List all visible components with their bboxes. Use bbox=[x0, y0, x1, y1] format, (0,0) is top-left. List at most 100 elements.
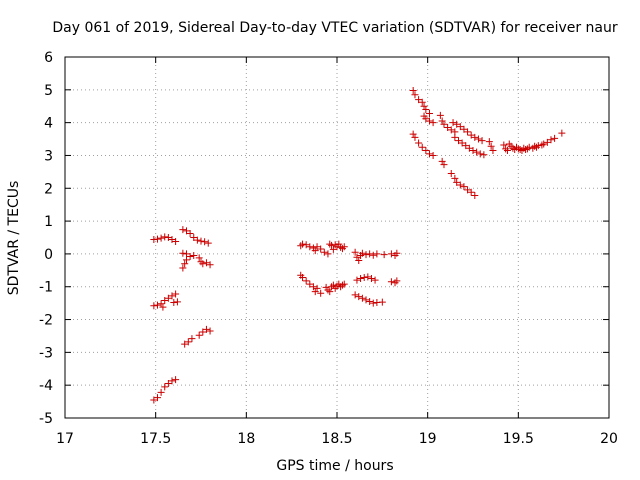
data-point bbox=[467, 131, 475, 139]
y-tick-label: -4 bbox=[39, 378, 53, 394]
data-point bbox=[159, 303, 167, 311]
data-point bbox=[471, 133, 479, 141]
data-point bbox=[444, 124, 452, 132]
data-point bbox=[420, 102, 428, 110]
data-point bbox=[153, 301, 161, 309]
data-point bbox=[525, 143, 533, 151]
plot-frame bbox=[64, 56, 610, 419]
data-point bbox=[367, 275, 375, 283]
data-point bbox=[168, 235, 176, 243]
data-point bbox=[355, 256, 363, 264]
x-tick-label: 20 bbox=[600, 431, 618, 447]
data-point bbox=[320, 248, 328, 256]
data-point bbox=[509, 144, 517, 152]
data-point bbox=[415, 139, 423, 147]
data-point bbox=[387, 278, 395, 286]
data-point bbox=[179, 249, 187, 257]
x-tick-label: 18.5 bbox=[321, 431, 352, 447]
data-point bbox=[522, 146, 530, 154]
data-point bbox=[179, 264, 187, 272]
chart-title: Day 061 of 2019, Sidereal Day-to-day VTE… bbox=[52, 20, 618, 36]
data-point bbox=[409, 130, 417, 138]
data-point bbox=[357, 275, 365, 283]
data-point bbox=[418, 143, 426, 151]
data-point bbox=[195, 254, 203, 262]
x-tick-labels: 17 17.5 18 18.5 19 19.5 20 bbox=[56, 431, 618, 447]
data-point bbox=[543, 138, 551, 146]
data-point bbox=[326, 240, 334, 248]
data-point bbox=[478, 137, 486, 145]
data-point bbox=[464, 186, 472, 194]
data-point bbox=[513, 143, 521, 151]
data-point bbox=[429, 151, 437, 159]
x-tick-label: 17.5 bbox=[140, 431, 171, 447]
data-point bbox=[326, 288, 334, 296]
data-point bbox=[480, 151, 488, 159]
data-point bbox=[409, 86, 417, 94]
data-point bbox=[411, 133, 419, 141]
x-axis-label: GPS time / hours bbox=[276, 458, 393, 474]
data-point bbox=[425, 117, 433, 125]
y-tick-label: -2 bbox=[39, 313, 53, 329]
data-point bbox=[425, 150, 433, 158]
data-point bbox=[161, 383, 169, 391]
y-tick-label: 0 bbox=[44, 247, 53, 263]
data-point bbox=[476, 150, 484, 158]
data-point bbox=[534, 142, 542, 150]
data-point bbox=[202, 325, 210, 333]
data-point bbox=[150, 396, 158, 404]
data-point bbox=[451, 133, 459, 141]
data-point bbox=[329, 245, 337, 253]
data-point bbox=[337, 283, 345, 291]
data-point bbox=[453, 120, 461, 128]
data-point bbox=[453, 178, 461, 186]
data-point bbox=[157, 300, 165, 308]
data-point bbox=[438, 157, 446, 165]
data-point bbox=[551, 134, 559, 142]
data-point bbox=[425, 109, 433, 117]
data-point bbox=[329, 281, 337, 289]
data-point bbox=[422, 106, 430, 114]
data-point bbox=[188, 335, 196, 343]
data-point bbox=[328, 283, 336, 291]
data-point bbox=[393, 277, 401, 285]
y-tick-label: 6 bbox=[44, 50, 53, 66]
y-tick-label: 3 bbox=[44, 148, 53, 164]
data-points bbox=[150, 86, 566, 404]
data-point bbox=[157, 234, 165, 242]
data-point bbox=[317, 245, 325, 253]
data-point bbox=[317, 289, 325, 297]
data-point bbox=[351, 291, 359, 299]
data-point bbox=[324, 286, 332, 294]
data-point bbox=[190, 252, 198, 260]
data-point bbox=[415, 96, 423, 104]
data-point bbox=[429, 119, 437, 127]
data-point bbox=[378, 298, 386, 306]
data-point bbox=[462, 142, 470, 150]
x-tick-label: 19.5 bbox=[503, 431, 534, 447]
data-point bbox=[168, 377, 176, 385]
data-point bbox=[302, 241, 310, 249]
y-tick-label: -3 bbox=[39, 345, 53, 361]
data-point bbox=[465, 144, 473, 152]
data-point bbox=[373, 250, 381, 258]
data-point bbox=[355, 293, 363, 301]
data-point bbox=[369, 299, 377, 307]
y-tick-label: 2 bbox=[44, 181, 53, 197]
data-point bbox=[328, 241, 336, 249]
data-point bbox=[380, 251, 388, 259]
data-point bbox=[520, 144, 528, 152]
data-point bbox=[182, 256, 190, 264]
data-point bbox=[362, 296, 370, 304]
x-tick-label: 17 bbox=[56, 431, 74, 447]
data-point bbox=[186, 230, 194, 238]
data-point bbox=[485, 138, 493, 146]
data-point bbox=[358, 294, 366, 302]
data-point bbox=[467, 188, 475, 196]
data-point bbox=[531, 142, 539, 150]
y-tick-label: 1 bbox=[44, 214, 53, 230]
data-point bbox=[469, 147, 477, 155]
data-point bbox=[364, 273, 372, 281]
data-point bbox=[324, 250, 332, 258]
